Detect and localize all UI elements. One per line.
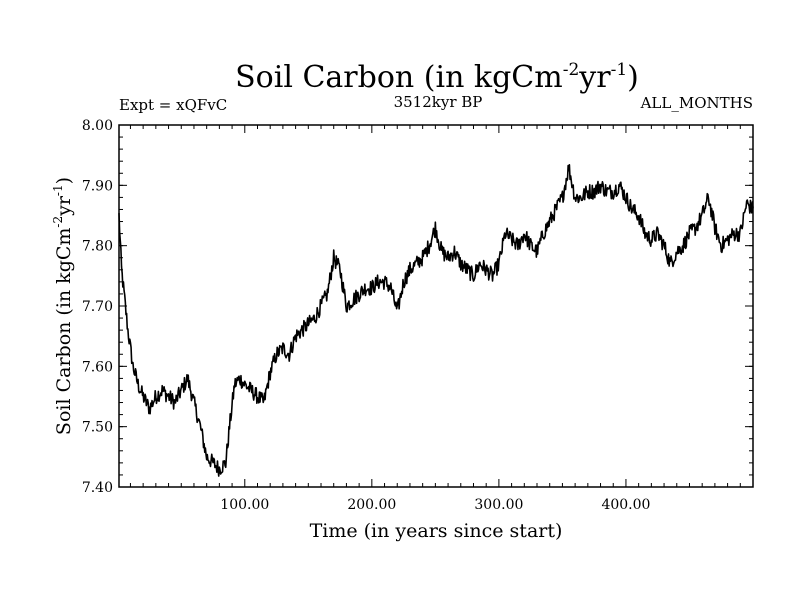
x-axis-label: Time (in years since start)	[310, 520, 563, 542]
y-axis-label-mid: yr	[53, 195, 75, 217]
y-axis-label-end: )	[53, 177, 75, 184]
y-axis-label-sup2: -1	[51, 184, 65, 196]
y-axis-label: Soil Carbon (in kgCm-2yr-1)	[51, 177, 75, 435]
chart-title-sup1: -2	[563, 60, 580, 80]
experiment-label: Expt = xQFvC	[119, 96, 227, 114]
y-tick-label: 7.60	[82, 359, 113, 375]
chart-title-sup2: -1	[611, 60, 628, 80]
chart-title-main: Soil Carbon (in kgCm	[235, 60, 563, 95]
period-label: 3512kyr BP	[394, 93, 483, 111]
tick-marks	[119, 124, 753, 488]
chart-title-mid: yr	[578, 60, 611, 95]
x-tick-label: 400.00	[601, 497, 650, 513]
x-tick-label: 300.00	[474, 497, 523, 513]
y-tick-label: 7.80	[82, 239, 113, 255]
series-layer	[118, 164, 754, 477]
y-tick-label: 7.90	[82, 178, 113, 194]
y-axis-label-sup1: -2	[51, 216, 65, 228]
y-tick-label: 7.70	[82, 299, 113, 315]
chart-title-end: )	[627, 60, 639, 95]
months-label: ALL_MONTHS	[640, 94, 753, 112]
tick-labels: 7.40 7.50 7.60 7.70 7.80 7.90 8.00 100.00 200.00…	[82, 118, 651, 513]
y-tick-label: 7.40	[82, 480, 113, 496]
series-line-soil-carbon	[118, 164, 754, 477]
y-tick-label: 7.50	[82, 420, 113, 436]
x-tick-label: 200.00	[347, 497, 396, 513]
plot-frame	[118, 124, 754, 488]
y-axis-label-main: Soil Carbon (in kgCm	[53, 228, 75, 435]
y-tick-label: 8.00	[82, 118, 113, 134]
chart-title: Soil Carbon (in kgCm-2yr-1)	[235, 60, 639, 95]
x-tick-label: 100.00	[220, 497, 269, 513]
